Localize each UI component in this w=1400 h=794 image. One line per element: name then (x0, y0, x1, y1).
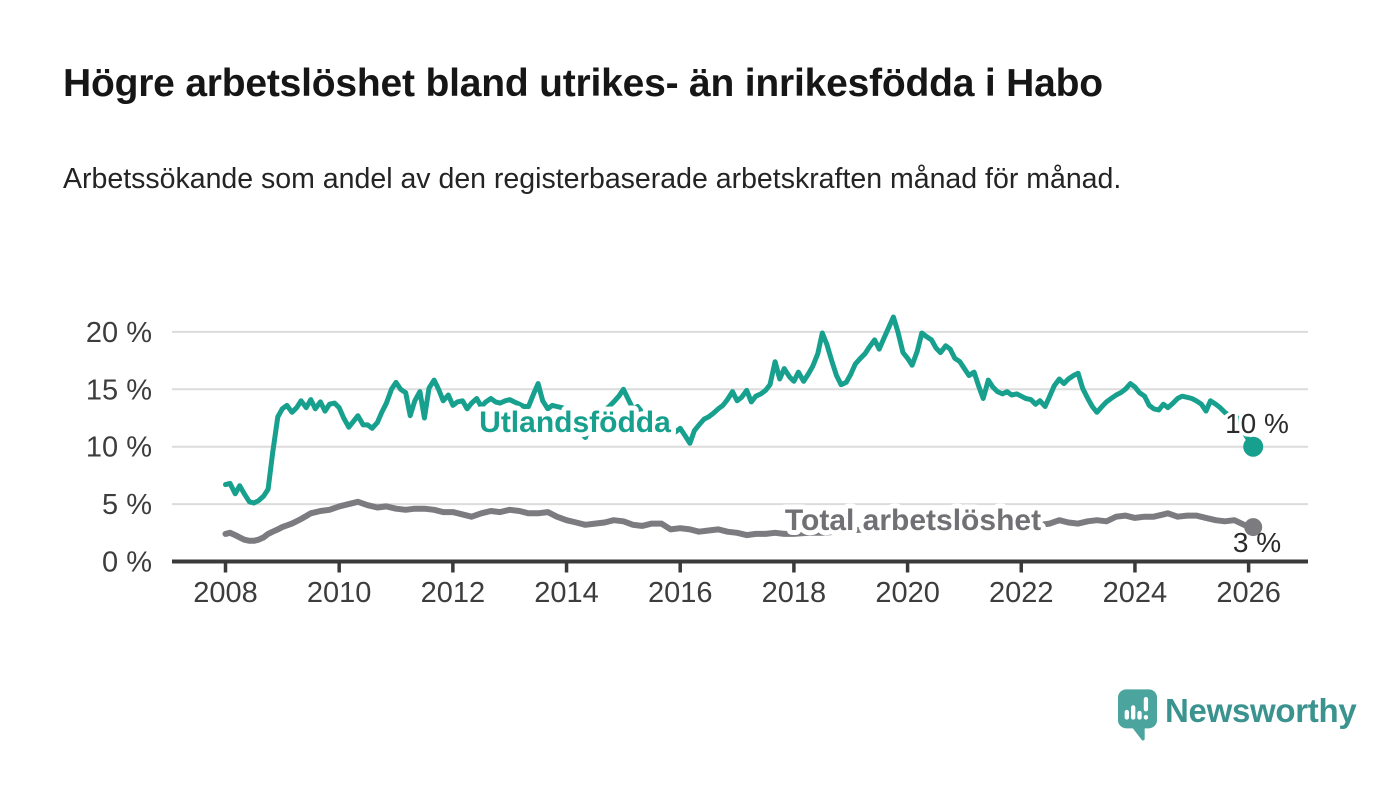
newsworthy-logo-icon (1118, 689, 1157, 741)
series-line-utlandsf-dda (223, 314, 1256, 506)
newsworthy-logo-text: Newsworthy (1165, 692, 1357, 729)
y-tick-label-15: 15 % (86, 374, 152, 406)
x-tick-label-2022: 2022 (989, 577, 1054, 609)
series-label-utlandsf-dda: Utlandsfödda (479, 406, 671, 439)
end-value-label-utlandsf-dda: 10 % (1225, 408, 1289, 439)
x-tick-label-2010: 2010 (307, 577, 372, 609)
y-tick-label-5: 5 % (102, 489, 152, 521)
end-dot-utlandsf-dda (1243, 436, 1264, 457)
y-tick-label-10: 10 % (86, 432, 152, 464)
x-tick-label-2018: 2018 (762, 577, 827, 609)
chart-title: Högre arbetslöshet bland utrikes- än inr… (63, 62, 1103, 105)
newsworthy-brand: Newsworthy (1118, 689, 1357, 741)
x-tick-label-2026: 2026 (1216, 577, 1281, 609)
logo-bars (1124, 697, 1149, 720)
y-tick-label-20: 20 % (86, 317, 152, 349)
y-tick-label-0: 0 % (102, 547, 152, 579)
x-tick-label-2024: 2024 (1103, 577, 1168, 609)
end-value-label-total-arbetsl-shet: 3 % (1233, 527, 1281, 558)
x-tick-label-2014: 2014 (534, 577, 599, 609)
x-tick-label-2016: 2016 (648, 577, 713, 609)
series-line-total-arbetsl-shet (222, 498, 1257, 544)
series-label-total-arbetsl-shet: Total arbetslöshet (785, 504, 1041, 537)
x-tick-label-2020: 2020 (875, 577, 940, 609)
chart-subtitle: Arbetssökande som andel av den registerb… (63, 163, 1122, 195)
end-dot-total-arbetsl-shet (1244, 518, 1263, 537)
x-tick-label-2008: 2008 (193, 577, 258, 609)
x-tick-label-2012: 2012 (421, 577, 486, 609)
